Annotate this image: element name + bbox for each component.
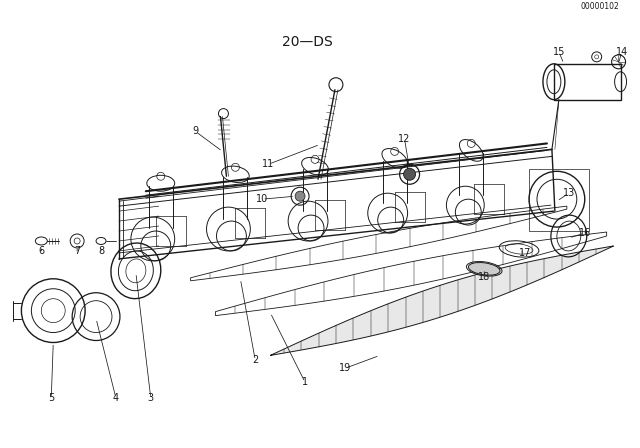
Text: 2: 2 [252, 355, 259, 366]
Text: 9: 9 [193, 126, 198, 137]
Text: 8: 8 [98, 246, 104, 256]
Text: 4: 4 [113, 393, 119, 403]
Text: 18: 18 [478, 272, 490, 282]
Text: 20—DS: 20—DS [282, 35, 333, 49]
Text: 3: 3 [148, 393, 154, 403]
Polygon shape [191, 206, 567, 281]
Circle shape [404, 168, 415, 180]
Text: 13: 13 [563, 188, 575, 198]
Text: 17: 17 [519, 248, 531, 258]
Text: 6: 6 [38, 246, 44, 256]
Text: 7: 7 [74, 246, 80, 256]
Polygon shape [216, 232, 607, 316]
Text: 1: 1 [302, 377, 308, 388]
Text: 11: 11 [262, 159, 275, 169]
Text: 5: 5 [48, 393, 54, 403]
Polygon shape [270, 246, 614, 355]
Circle shape [295, 191, 305, 201]
Ellipse shape [468, 263, 500, 275]
Text: 16: 16 [579, 228, 591, 238]
Text: 14: 14 [616, 47, 628, 57]
Text: 19: 19 [339, 363, 351, 373]
Text: 00000102: 00000102 [580, 2, 620, 11]
Text: 10: 10 [256, 194, 268, 204]
Polygon shape [554, 64, 621, 99]
Text: 15: 15 [553, 47, 565, 57]
Text: 12: 12 [399, 134, 411, 144]
